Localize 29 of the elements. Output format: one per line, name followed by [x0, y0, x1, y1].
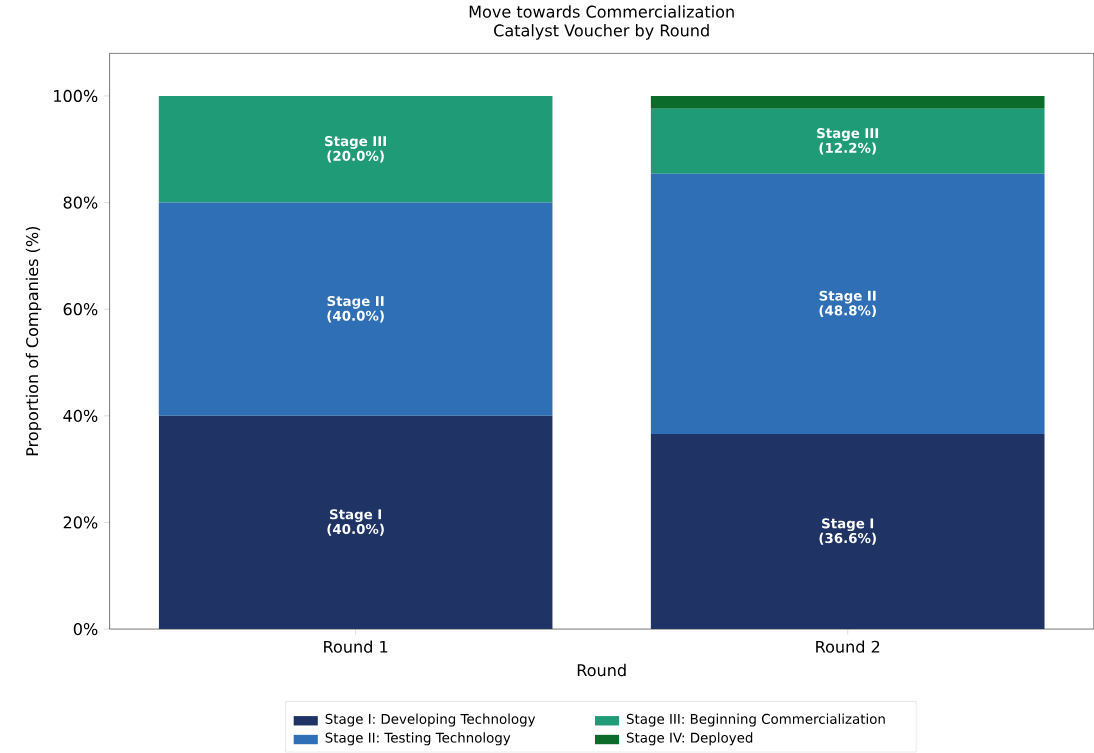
data-label: Stage III (20.0%): [325, 136, 386, 163]
chart-title: Move towards Commercialization: [469, 5, 734, 19]
legend-label: Stage IV: Deployed: [626, 732, 753, 746]
y-tick-label: 60%: [63, 303, 98, 316]
legend-label: Stage III: Beginning Commercialization: [626, 713, 885, 727]
chart-subtitle: Catalyst Voucher by Round: [494, 24, 709, 40]
bar: [650, 96, 1045, 109]
y-tick-label: 0%: [73, 623, 98, 636]
bar: [650, 434, 1045, 630]
bar: [650, 108, 1045, 175]
bar: [158, 202, 553, 417]
data-label: Stage II (40.0%): [327, 296, 384, 323]
data-label: Stage II (48.8%): [819, 290, 876, 318]
y-tick-label: 20%: [63, 516, 98, 529]
bar: [650, 174, 1045, 435]
y-tick-label: 40%: [63, 409, 98, 423]
x-tick-label: Round 1: [324, 640, 388, 654]
y-axis-title: Proportion of Companies (%): [25, 227, 42, 456]
x-axis-title: Round: [577, 664, 626, 677]
data-label: Stage I (40.0%): [327, 509, 384, 536]
x-tick-label: Round 2: [816, 640, 880, 654]
bar: [158, 416, 553, 630]
data-label: Stage III (12.2%): [817, 128, 879, 155]
bar: [158, 96, 553, 203]
legend-label: Stage I: Developing Technology: [325, 713, 536, 727]
y-tick-label: 100%: [54, 90, 98, 103]
legend-label: Stage II: Testing Technology: [325, 732, 511, 746]
y-tick-label: 80%: [63, 196, 98, 209]
data-label: Stage I (36.6%): [819, 518, 876, 545]
